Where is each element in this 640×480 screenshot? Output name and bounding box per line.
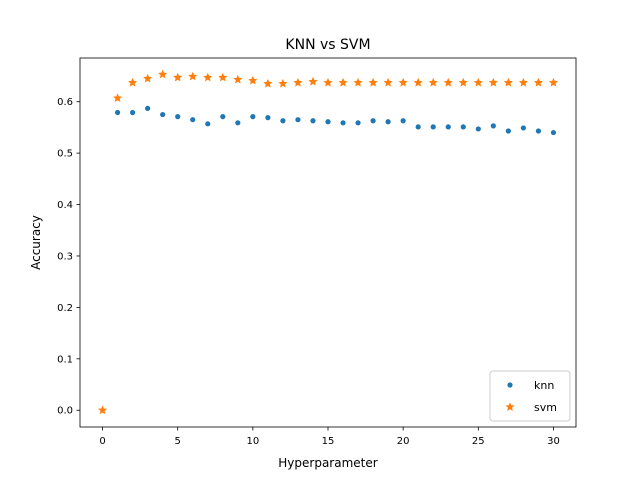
svm-point [488,77,498,87]
x-tick-label: 25 [472,436,485,447]
knn-point [340,120,346,126]
x-tick-label: 20 [397,436,410,447]
svm-point [128,77,138,87]
svm-point [263,78,273,88]
knn-point [310,118,316,124]
knn-point [550,129,557,136]
svm-point [428,77,438,87]
svm-point [308,76,318,86]
knn-point [235,120,241,126]
knn-point [250,114,256,120]
knn-point [205,121,211,127]
svm-point [398,77,408,87]
svm-point [548,77,559,87]
svm-point [443,77,453,87]
svm-point [458,77,468,87]
svm-point [368,77,378,87]
knn-point [400,118,406,124]
knn-point [325,119,331,125]
knn-point [505,128,511,134]
svm-point [218,72,228,82]
knn-point [190,117,196,123]
legend-marker-knn [507,382,513,388]
svm-point [248,75,258,85]
knn-point [175,114,181,120]
knn-point [490,123,496,129]
chart-title: KNN vs SVM [285,37,370,53]
y-tick-label: 0.3 [57,251,73,262]
x-tick-label: 30 [547,436,560,447]
knn-point [355,120,361,126]
series-knn [114,105,557,136]
x-tick-label: 5 [175,436,181,447]
svm-point [533,77,543,87]
svm-point [323,77,333,87]
svm-point [143,73,153,83]
svm-point [293,77,303,87]
y-tick-label: 0.1 [57,354,73,365]
y-tick-label: 0.6 [57,97,73,108]
y-tick-label: 0.4 [57,200,73,211]
y-tick-label: 0.5 [57,149,73,160]
y-axis: 0.0 0.1 0.2 0.3 0.4 0.5 0.6 [57,97,80,417]
legend-label: svm [534,401,557,414]
y-axis-label: Accuracy [29,215,43,270]
knn-point [430,124,436,130]
knn-point [145,105,151,111]
x-axis: 0 5 10 15 20 25 30 [99,427,560,447]
svm-point [413,77,423,87]
knn-point [460,124,466,130]
knn-point [295,117,301,123]
plot-area [97,69,559,415]
knn-point [475,126,481,132]
svm-point [278,78,288,88]
x-tick-label: 15 [322,436,335,447]
svm-point [233,74,243,84]
knn-point [370,118,376,124]
legend: knn svm [489,370,571,422]
knn-point [535,128,542,134]
knn-point [114,109,121,116]
svm-point [203,72,213,82]
legend-entry-svm: svm [505,401,557,414]
svm-point [473,77,483,87]
knn-point [415,124,421,130]
knn-point [265,115,271,121]
series-svm [97,69,559,415]
y-tick-label: 0.2 [57,303,73,314]
svm-point [338,77,348,87]
svm-point [383,77,393,87]
svm-point [353,77,363,87]
svm-point [518,77,528,87]
knn-point [280,118,286,124]
y-tick-label: 0.0 [57,406,73,417]
svm-point [113,93,123,102]
knn-point [445,124,451,130]
x-tick-label: 0 [99,436,105,447]
knn-point [385,119,391,125]
x-axis-label: Hyperparameter [278,456,377,470]
svm-point [503,77,513,87]
legend-label: knn [534,379,554,392]
legend-entry-knn: knn [507,379,554,392]
svm-point [188,71,198,81]
svm-point [173,72,183,82]
svm-point [158,69,168,79]
knn-point [160,111,166,118]
svm-point [97,405,108,415]
legend-marker-svm [505,402,515,411]
x-tick-label: 10 [246,436,259,447]
knn-point [130,109,136,116]
knn-point [220,114,226,120]
knn-point [520,125,526,131]
legend-box [489,370,571,422]
